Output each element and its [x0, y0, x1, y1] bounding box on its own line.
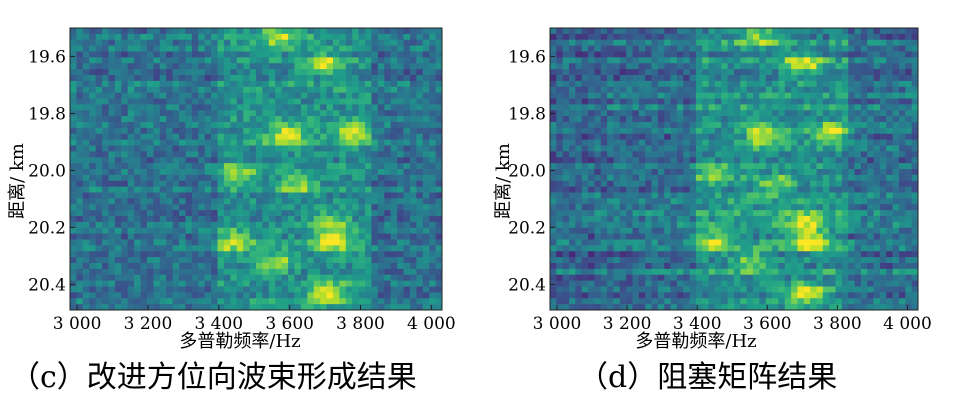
heatmap-cells — [70, 28, 443, 311]
x-tick-label: 3 600 — [743, 314, 792, 334]
heatmap-d: 3 000 3 200 3 400 3 600 3 800 4 000 19.6 19.8 20… — [508, 27, 932, 334]
x-tick-label: 3 600 — [265, 314, 314, 334]
y-tick-label: 20.4 — [508, 275, 546, 295]
caption-c: （c）改进方位向波束形成结果 — [10, 360, 417, 395]
x-axis-title-d: 多普勒频率/Hz — [635, 331, 757, 352]
y-tick-label: 19.8 — [508, 104, 546, 124]
y-tick-label: 19.6 — [28, 47, 66, 67]
y-tick-label: 19.8 — [28, 104, 66, 124]
y-tick-label: 20.2 — [28, 218, 66, 238]
y-tick-label: 20.4 — [28, 275, 66, 295]
plot-frame — [69, 27, 443, 311]
x-tick-label: 3 400 — [673, 314, 722, 334]
heatmap-c: 3 000 3 200 3 400 3 600 3 800 4 000 19.6 19.8 20… — [28, 27, 456, 334]
y-tick-label: 20.2 — [508, 218, 546, 238]
y-tick-label: 20.0 — [28, 161, 66, 181]
figure-panel-c: 3 000 3 200 3 400 3 600 3 800 4 000 19.6 19.8 20… — [0, 0, 480, 400]
x-tick-label: 3 800 — [813, 314, 862, 334]
y-axis-title-d: 距离/ km — [493, 143, 514, 219]
x-tick-label: 4 000 — [407, 314, 456, 334]
x-axis-title-c: 多普勒频率/Hz — [179, 331, 301, 352]
x-tick-label: 3 200 — [603, 314, 652, 334]
figure-panel-d: 3 000 3 200 3 400 3 600 3 800 4 000 19.6 19.8 20… — [482, 0, 962, 400]
caption-d: （d）阻塞矩阵结果 — [578, 360, 838, 395]
heatmap-cells — [550, 28, 919, 311]
y-tick-label: 19.6 — [508, 47, 546, 67]
x-tick-label: 4 000 — [883, 314, 932, 334]
y-axis-title-c: 距离/ km — [7, 143, 28, 219]
x-tick-label: 3 400 — [194, 314, 243, 334]
plot-frame — [549, 27, 919, 311]
x-tick-label: 3 000 — [533, 314, 582, 334]
y-tick-label: 20.0 — [508, 161, 546, 181]
x-tick-label: 3 200 — [124, 314, 173, 334]
x-tick-label: 3 800 — [336, 314, 385, 334]
x-tick-label: 3 000 — [53, 314, 102, 334]
